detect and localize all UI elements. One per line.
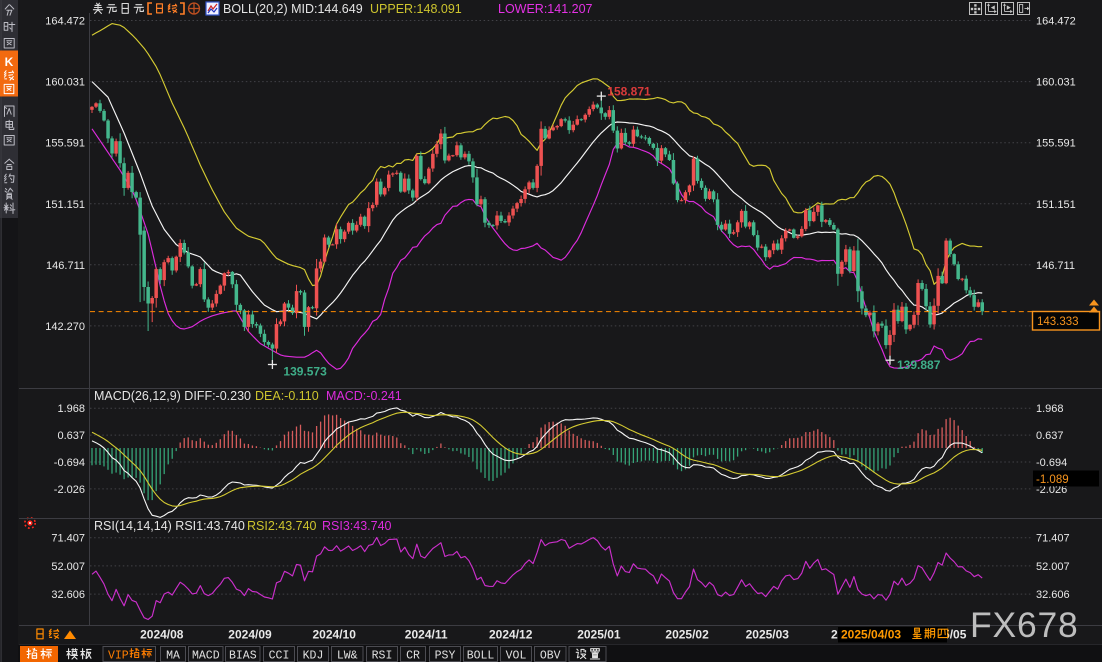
svg-text:52.007: 52.007: [1036, 561, 1070, 573]
svg-text:MACD: MACD: [192, 650, 220, 662]
svg-text:160.031: 160.031: [45, 77, 85, 89]
svg-text:LOWER:141.207: LOWER:141.207: [498, 2, 593, 16]
svg-text:CR: CR: [406, 650, 420, 662]
svg-text:1.968: 1.968: [1036, 403, 1064, 415]
svg-text:BOLL: BOLL: [467, 650, 495, 662]
svg-text:-0.694: -0.694: [1036, 457, 1067, 469]
svg-text:UPPER:148.091: UPPER:148.091: [370, 2, 462, 16]
svg-text:-2.026: -2.026: [1036, 484, 1067, 496]
svg-text:VIP: VIP: [108, 650, 129, 662]
svg-text:-2.026: -2.026: [54, 484, 85, 496]
svg-text:151.151: 151.151: [1036, 199, 1076, 211]
svg-text:32.606: 32.606: [1036, 589, 1070, 601]
svg-text:0.637: 0.637: [57, 430, 85, 442]
svg-text:VOL: VOL: [506, 650, 527, 662]
svg-text:143.333: 143.333: [1037, 316, 1079, 328]
svg-text:2025/03: 2025/03: [746, 628, 790, 642]
svg-text:155.591: 155.591: [1036, 138, 1076, 150]
svg-text:155.591: 155.591: [45, 138, 85, 150]
svg-text:2024/09: 2024/09: [228, 628, 272, 642]
svg-text:139.887: 139.887: [897, 358, 941, 372]
svg-text:2025/01: 2025/01: [577, 628, 621, 642]
svg-text:164.472: 164.472: [45, 16, 85, 28]
svg-text:DEA:-0.110: DEA:-0.110: [255, 389, 319, 403]
svg-text:RSI: RSI: [372, 650, 393, 662]
svg-text:KDJ: KDJ: [303, 650, 324, 662]
svg-text:142.270: 142.270: [45, 321, 85, 333]
svg-text:MACD:-0.241: MACD:-0.241: [326, 389, 402, 403]
svg-text:2024/11: 2024/11: [405, 628, 448, 642]
svg-text:160.031: 160.031: [1036, 77, 1076, 89]
svg-text:RSI(14,14,14) RSI1:43.740: RSI(14,14,14) RSI1:43.740: [94, 519, 245, 533]
svg-text:PSY: PSY: [435, 650, 456, 662]
svg-text:0.637: 0.637: [1036, 430, 1064, 442]
svg-text:FX678: FX678: [970, 605, 1079, 645]
svg-text:71.407: 71.407: [51, 533, 85, 545]
svg-text:BOLL(20,2) MID:144.649: BOLL(20,2) MID:144.649: [223, 2, 363, 16]
svg-text:146.711: 146.711: [46, 260, 85, 272]
svg-text:158.871: 158.871: [607, 85, 651, 99]
svg-text:LW&: LW&: [337, 650, 358, 662]
svg-text:146.711: 146.711: [1036, 260, 1075, 272]
svg-text:52.007: 52.007: [51, 561, 85, 573]
svg-text:151.151: 151.151: [45, 199, 85, 211]
svg-text:-0.694: -0.694: [54, 457, 85, 469]
svg-text:2024/10: 2024/10: [313, 628, 357, 642]
svg-text:2024/12: 2024/12: [489, 628, 533, 642]
svg-text:BIAS: BIAS: [229, 650, 257, 662]
svg-text:2025/04/03: 2025/04/03: [841, 628, 901, 642]
svg-text:139.573: 139.573: [283, 365, 327, 379]
svg-text:2024/08: 2024/08: [140, 628, 184, 642]
svg-text:MA: MA: [166, 650, 180, 662]
svg-text:RSI3:43.740: RSI3:43.740: [322, 519, 392, 533]
svg-text:K: K: [5, 55, 14, 69]
svg-text:CCI: CCI: [269, 650, 290, 662]
svg-text:OBV: OBV: [540, 650, 561, 662]
svg-text:71.407: 71.407: [1036, 533, 1070, 545]
svg-text:RSI2:43.740: RSI2:43.740: [247, 519, 317, 533]
svg-text:32.606: 32.606: [51, 589, 85, 601]
svg-text:2025/02: 2025/02: [665, 628, 709, 642]
svg-text:-1.089: -1.089: [1036, 474, 1069, 486]
svg-text:1.968: 1.968: [57, 403, 85, 415]
svg-text:164.472: 164.472: [1036, 16, 1076, 28]
svg-text:MACD(26,12,9) DIFF:-0.230: MACD(26,12,9) DIFF:-0.230: [94, 389, 251, 403]
